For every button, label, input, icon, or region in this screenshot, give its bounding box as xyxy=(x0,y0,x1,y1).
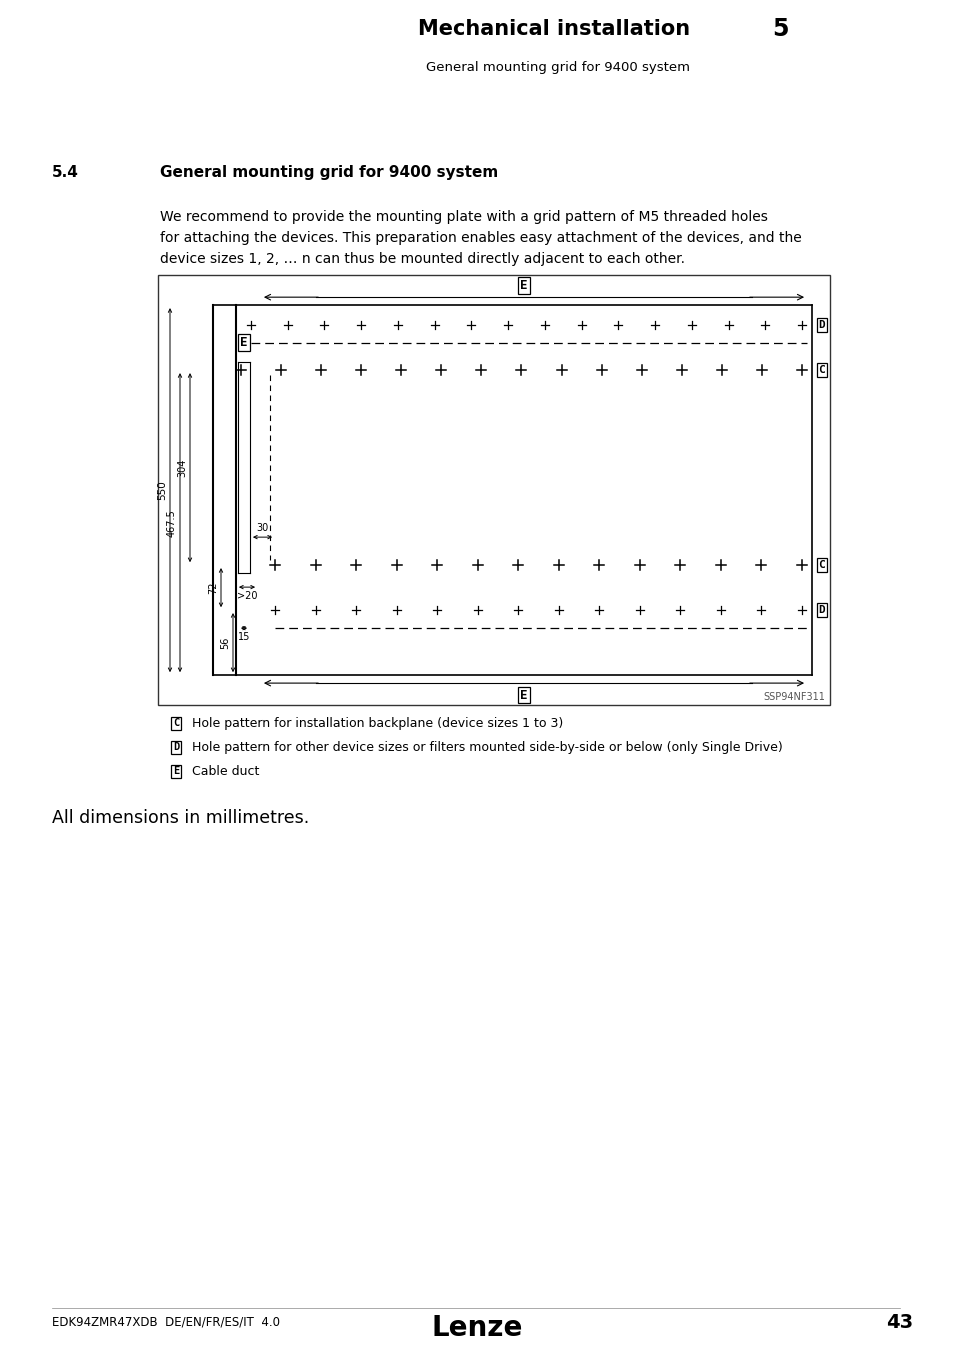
Text: General mounting grid for 9400 system: General mounting grid for 9400 system xyxy=(426,61,689,74)
Text: C: C xyxy=(818,364,824,375)
Text: C: C xyxy=(818,560,824,570)
Text: E: E xyxy=(172,765,179,776)
Text: 72: 72 xyxy=(208,582,218,594)
Text: for attaching the devices. This preparation enables easy attachment of the devic: for attaching the devices. This preparat… xyxy=(160,231,801,246)
Text: D: D xyxy=(818,320,824,331)
Text: We recommend to provide the mounting plate with a grid pattern of M5 threaded ho: We recommend to provide the mounting pla… xyxy=(160,211,767,224)
Text: C: C xyxy=(172,718,179,728)
Bar xyxy=(158,275,829,705)
Text: Mechanical installation: Mechanical installation xyxy=(417,19,689,39)
Text: Lenze: Lenze xyxy=(431,1314,522,1342)
Text: SSP94NF311: SSP94NF311 xyxy=(762,693,824,702)
Text: E: E xyxy=(519,278,527,292)
Text: 30: 30 xyxy=(256,524,269,533)
Text: EDK94ZMR47XDB  DE/EN/FR/ES/IT  4.0: EDK94ZMR47XDB DE/EN/FR/ES/IT 4.0 xyxy=(52,1315,280,1328)
Text: Cable duct: Cable duct xyxy=(192,764,259,778)
Text: Hole pattern for other device sizes or filters mounted side-by-side or below (on: Hole pattern for other device sizes or f… xyxy=(192,741,781,753)
Text: General mounting grid for 9400 system: General mounting grid for 9400 system xyxy=(160,165,497,180)
Text: 5.4: 5.4 xyxy=(52,165,79,180)
Text: 304: 304 xyxy=(177,459,187,477)
Text: 5: 5 xyxy=(771,18,787,40)
Text: 550: 550 xyxy=(157,481,167,500)
Text: 43: 43 xyxy=(885,1312,913,1331)
Text: D: D xyxy=(172,743,179,752)
Text: E: E xyxy=(240,336,248,348)
Text: D: D xyxy=(818,605,824,616)
Text: 56: 56 xyxy=(220,636,230,649)
Text: device sizes 1, 2, … n can thus be mounted directly adjacent to each other.: device sizes 1, 2, … n can thus be mount… xyxy=(160,252,684,266)
Text: 15: 15 xyxy=(237,632,250,643)
Text: >20: >20 xyxy=(236,591,257,601)
Text: Hole pattern for installation backplane (device sizes 1 to 3): Hole pattern for installation backplane … xyxy=(192,717,562,729)
Text: 467.5: 467.5 xyxy=(167,509,177,536)
Text: E: E xyxy=(519,688,527,702)
Text: All dimensions in millimetres.: All dimensions in millimetres. xyxy=(52,809,309,828)
